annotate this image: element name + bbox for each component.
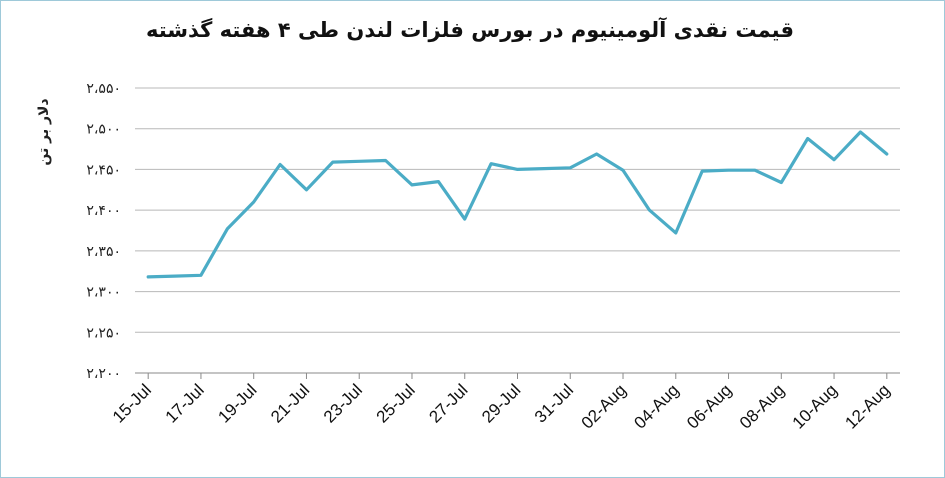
x-tick-label: 08-Aug (736, 380, 788, 432)
y-tick-label: ۲،۵۵۰ (86, 81, 121, 97)
y-tick-label: ۲،۳۵۰ (86, 244, 121, 260)
x-axis: 15-Jul 17-Jul 19-Jul 21-Jul 23-Jul 25-Jul 27-J… (109, 372, 900, 433)
x-tick-label: 21-Jul (267, 380, 313, 426)
y-axis-ticks: ۲،۲۰۰ ۲،۲۵۰ ۲،۳۰۰ ۲،۳۵۰ ۲،۴۰۰ ۲،۴۵۰ ۲،۵۰۰ ۲،۵۵۰ (86, 81, 121, 382)
y-tick-label: ۲،۴۵۰ (86, 162, 121, 178)
y-tick-label: ۲،۴۰۰ (86, 203, 121, 219)
x-tick-label: 29-Jul (478, 380, 524, 426)
y-tick-label: ۲،۲۰۰ (86, 366, 121, 382)
y-tick-label: ۲،۳۰۰ (86, 285, 121, 301)
chart-title: قیمت نقدی آلومینیوم در بورس فلزات لندن ط… (146, 18, 794, 42)
y-tick-label: ۲،۲۵۰ (86, 325, 121, 341)
x-tick-label: 25-Jul (373, 380, 419, 426)
x-tick-label: 27-Jul (425, 380, 471, 426)
x-tick-label: 31-Jul (531, 380, 577, 426)
x-tick-label: 06-Aug (683, 380, 735, 432)
x-tick-label: 15-Jul (109, 380, 155, 426)
y-tick-label: ۲،۵۰۰ (86, 122, 121, 138)
x-tick-label: 12-Aug (841, 380, 893, 432)
x-tick-label: 10-Aug (789, 380, 841, 432)
x-tick-label: 23-Jul (320, 380, 366, 426)
series-line (146, 130, 889, 279)
series-layer (146, 130, 889, 279)
x-tick-label: 19-Jul (214, 380, 260, 426)
x-tick-label: 04-Aug (630, 380, 682, 432)
x-tick-label: 17-Jul (162, 380, 208, 426)
x-tick-label: 02-Aug (578, 380, 630, 432)
gridlines (135, 87, 900, 333)
